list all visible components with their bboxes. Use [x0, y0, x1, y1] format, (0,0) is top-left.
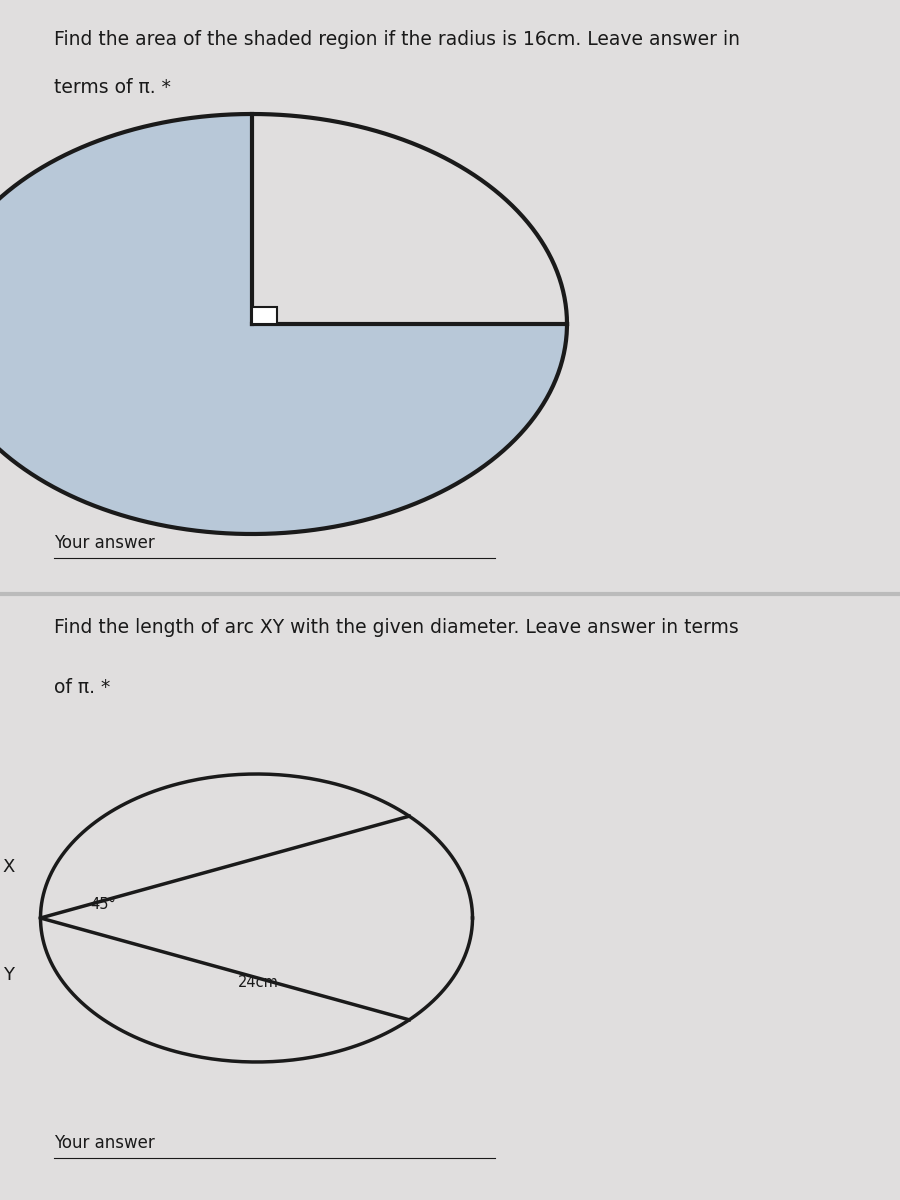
Text: Your answer: Your answer: [54, 534, 155, 552]
Wedge shape: [0, 114, 567, 534]
Text: of π. *: of π. *: [54, 678, 110, 697]
Text: Y: Y: [4, 966, 14, 984]
Text: Find the area of the shaded region if the radius is 16cm. Leave answer in: Find the area of the shaded region if th…: [54, 30, 740, 49]
Text: 24cm: 24cm: [238, 974, 279, 990]
Text: 45°: 45°: [90, 898, 116, 912]
Text: Your answer: Your answer: [54, 1134, 155, 1152]
Text: X: X: [3, 858, 15, 876]
Text: terms of π. *: terms of π. *: [54, 78, 171, 97]
Text: Find the length of arc XY with the given diameter. Leave answer in terms: Find the length of arc XY with the given…: [54, 618, 739, 637]
Bar: [252, 307, 277, 324]
